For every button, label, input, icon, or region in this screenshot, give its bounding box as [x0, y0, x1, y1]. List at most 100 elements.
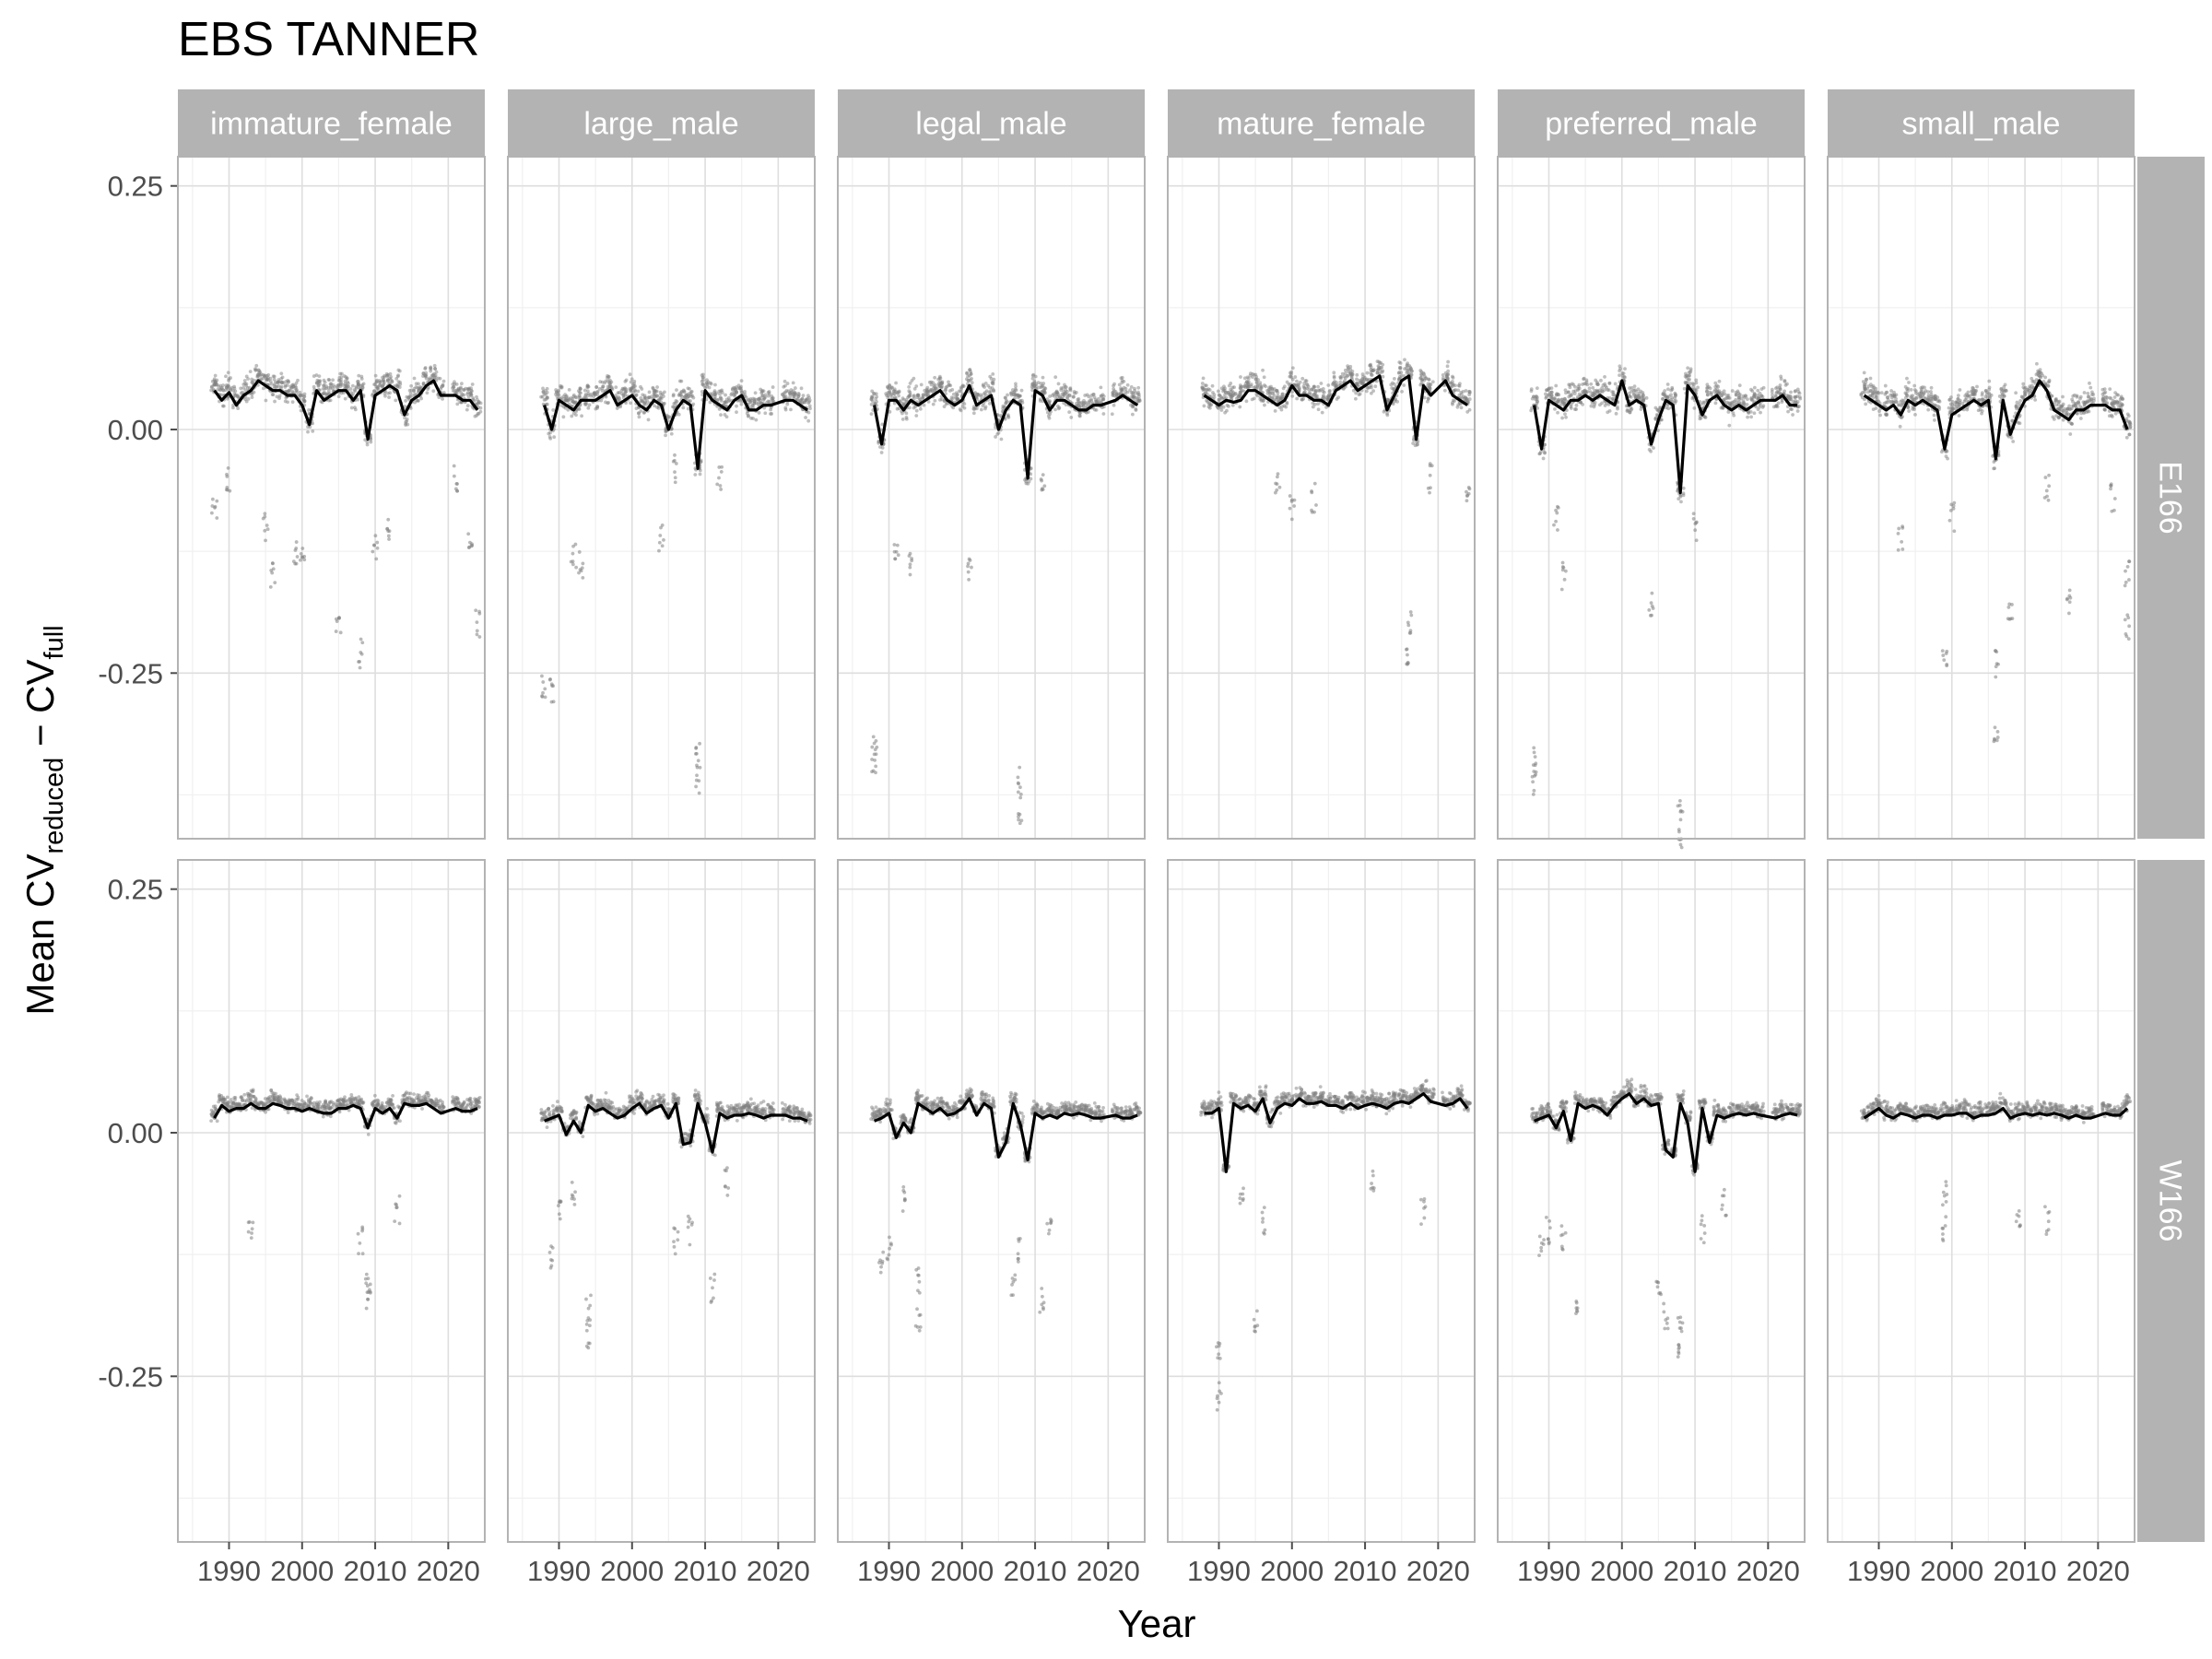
scatter-point [1465, 410, 1470, 414]
scatter-point [371, 549, 375, 554]
scatter-point [1041, 473, 1045, 477]
scatter-point [1122, 379, 1126, 383]
scatter-point [747, 398, 751, 403]
scatter-point [1794, 398, 1797, 403]
scatter-point [388, 391, 393, 395]
scatter-point [387, 395, 391, 399]
scatter-point [1397, 365, 1402, 370]
scatter-point [326, 389, 331, 394]
scatter-point [623, 390, 628, 394]
scatter-point [1666, 406, 1671, 411]
scatter-point [651, 385, 655, 390]
scatter-point [1894, 400, 1899, 404]
scatter-point [1749, 395, 1754, 400]
scatter-point [1225, 408, 1229, 413]
scatter-point [1381, 374, 1385, 379]
scatter-point [884, 392, 888, 396]
scatter-point [1570, 392, 1574, 396]
scatter-point [1230, 394, 1235, 398]
scatter-point [783, 407, 788, 412]
scatter-point [1312, 481, 1317, 486]
scatter-point [1980, 393, 1984, 397]
scatter-point [1285, 402, 1289, 406]
scatter-point [804, 416, 807, 419]
scatter-point [689, 394, 693, 398]
scatter-point [1947, 410, 1952, 414]
scatter-point [914, 414, 919, 418]
scatter-point [210, 384, 214, 389]
scatter-point [1583, 389, 1586, 393]
scatter-point [912, 394, 916, 399]
scatter-point [1316, 384, 1320, 389]
scatter-point [1949, 395, 1953, 399]
scatter-point [1693, 528, 1698, 533]
scatter-point [1249, 382, 1253, 386]
scatter-point [1559, 587, 1564, 592]
scatter-point [1760, 405, 1765, 409]
scatter-point [283, 383, 288, 388]
scatter-point [1866, 384, 1871, 388]
scatter-point [1623, 375, 1627, 380]
scatter-point [467, 545, 472, 549]
scatter-point [595, 405, 600, 409]
scatter-point [1295, 379, 1299, 383]
scatter-point [1715, 387, 1719, 392]
scatter-point [1018, 821, 1022, 826]
scatter-point [1091, 392, 1096, 396]
scatter-point [751, 396, 756, 401]
y-axis-title-sub-full: full [40, 625, 69, 659]
scatter-point [213, 373, 218, 378]
scatter-point [1446, 359, 1451, 364]
scatter-point [1084, 402, 1088, 406]
scatter-point [893, 557, 898, 561]
scatter-point [1669, 393, 1673, 397]
scatter-points [209, 363, 483, 670]
scatter-point [694, 747, 699, 750]
scatter-point [1292, 504, 1297, 508]
scatter-point [263, 512, 267, 516]
scatter-point [264, 398, 268, 403]
scatter-point [1547, 386, 1552, 391]
scatter-point [1067, 394, 1072, 398]
scatter-point [1017, 818, 1021, 822]
scatter-point [1289, 517, 1294, 522]
panel-E166-mature_female [1167, 156, 1476, 840]
scatter-point [1041, 375, 1045, 380]
scatter-point [396, 368, 401, 372]
scatter-point [1112, 403, 1116, 407]
scatter-point [2030, 383, 2034, 388]
scatter-point [1288, 506, 1292, 511]
scatter-point [2035, 361, 2039, 366]
scatter-point [465, 392, 469, 396]
scatter-point [375, 546, 380, 550]
scatter-point [1409, 613, 1414, 618]
scatter-point [318, 382, 322, 386]
scatter-point [672, 402, 677, 406]
scatter-point [800, 396, 805, 401]
scatter-point [2011, 440, 2016, 443]
scatter-point [1653, 406, 1658, 410]
scatter-point [1311, 401, 1315, 406]
scatter-point [908, 390, 912, 394]
scatter-point [1661, 396, 1665, 401]
scatter-point [2014, 405, 2018, 408]
scatter-point [614, 385, 618, 390]
scatter-point [931, 402, 935, 406]
scatter-point [1543, 450, 1547, 454]
scatter-point [1253, 384, 1258, 389]
scatter-point [629, 401, 632, 406]
scatter-point [466, 532, 471, 536]
scatter-point [1703, 416, 1708, 419]
scatter-point [551, 700, 556, 704]
scatter-point [1589, 382, 1594, 386]
scatter-point [1077, 414, 1082, 418]
scatter-point [1208, 403, 1213, 407]
panel-E166-large_male [507, 156, 816, 840]
scatter-point [2047, 380, 2052, 384]
scatter-point [955, 393, 959, 397]
scatter-point [1326, 383, 1331, 387]
scatter-point [1348, 364, 1353, 369]
scatter-point [639, 395, 643, 400]
scatter-point [421, 371, 426, 376]
scatter-point [1284, 405, 1288, 409]
